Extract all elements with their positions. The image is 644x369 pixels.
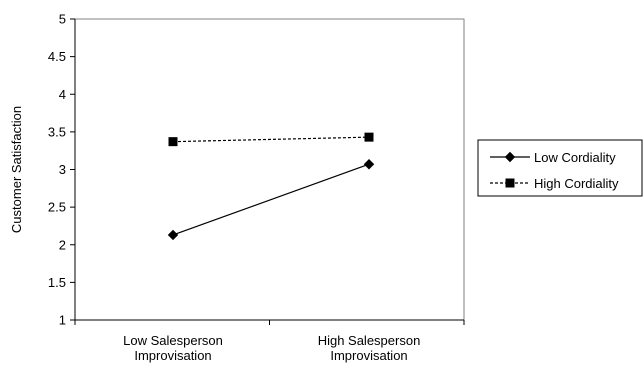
y-tick-label: 3 (59, 162, 66, 177)
y-tick-label: 4.5 (48, 49, 66, 64)
data-point (167, 229, 179, 241)
plot-frame (74, 18, 465, 321)
series-line (172, 136, 370, 143)
series-layer (167, 132, 375, 241)
data-point (168, 137, 178, 147)
y-tick-label: 4 (59, 87, 66, 102)
legend-swatch-marker (505, 178, 515, 188)
series-1 (167, 159, 375, 241)
x-category-label-line: Improvisation (134, 348, 211, 363)
legend-label: High Cordiality (534, 176, 619, 191)
x-category-label: High Salesperson Improvisation (318, 333, 421, 363)
series-line (172, 163, 370, 236)
y-tick-label: 1.5 (48, 275, 66, 290)
y-tick-label: 2 (59, 237, 66, 252)
y-axis-title: Customer Satisfaction (9, 106, 24, 233)
y-tick-label: 1 (59, 313, 66, 328)
y-tick-label: 3.5 (48, 124, 66, 139)
x-category-label-line: Improvisation (330, 348, 407, 363)
legend-frame (477, 139, 643, 197)
data-point (363, 159, 375, 170)
legend-label: Low Cordiality (534, 150, 616, 165)
series-2 (168, 132, 374, 147)
x-category-label: Low Salesperson Improvisation (123, 333, 223, 363)
y-tick-label: 2.5 (48, 200, 66, 215)
legend-entry: Low Cordiality (490, 150, 616, 165)
data-point (364, 132, 374, 142)
x-category-label-line: High Salesperson (318, 333, 421, 348)
y-axis-ticks: 1 1.5 2 2.5 3 3.5 4 4.5 5 (48, 12, 75, 328)
legend-entry: High Cordiality (490, 176, 619, 191)
legend: Low Cordiality High Cordiality (477, 139, 643, 197)
y-tick-label: 5 (59, 12, 66, 27)
legend-swatch-marker (504, 151, 516, 163)
x-category-label-line: Low Salesperson (123, 333, 223, 348)
